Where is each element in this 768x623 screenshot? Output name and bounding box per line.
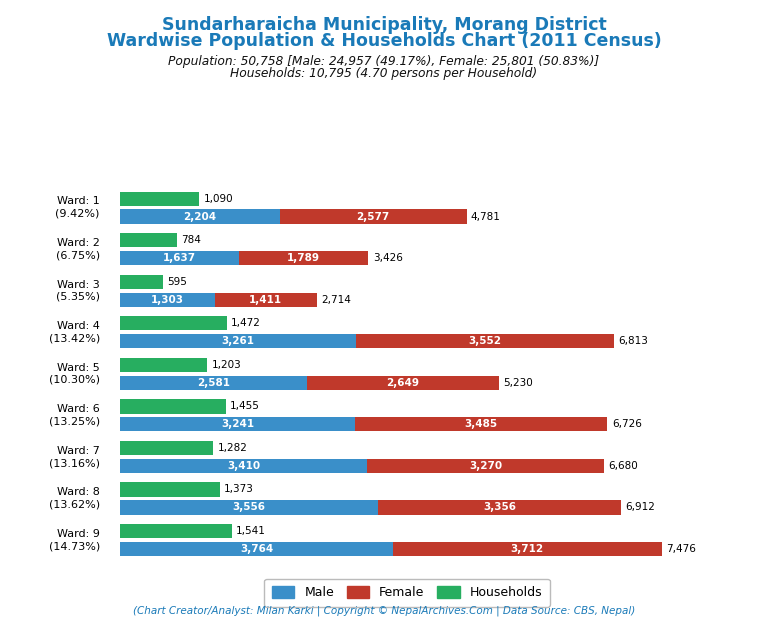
Text: 1,411: 1,411: [249, 295, 282, 305]
Bar: [120, 376, 307, 390]
Text: Ward: 3
(5.35%): Ward: 3 (5.35%): [56, 280, 100, 302]
Bar: [120, 399, 226, 414]
Text: Ward: 6
(13.25%): Ward: 6 (13.25%): [48, 404, 100, 427]
Bar: [120, 275, 164, 289]
Text: 1,203: 1,203: [212, 360, 241, 370]
Bar: [393, 542, 662, 556]
Bar: [120, 209, 280, 224]
Text: 6,680: 6,680: [608, 461, 638, 471]
Bar: [120, 542, 393, 556]
Text: 6,912: 6,912: [625, 502, 655, 512]
Bar: [120, 500, 378, 515]
Bar: [239, 251, 369, 265]
Text: Ward: 7
(13.16%): Ward: 7 (13.16%): [49, 445, 100, 468]
Bar: [120, 440, 213, 455]
Text: 1,541: 1,541: [236, 526, 266, 536]
Text: Wardwise Population & Households Chart (2011 Census): Wardwise Population & Households Chart (…: [107, 32, 661, 50]
Text: Ward: 1
(9.42%): Ward: 1 (9.42%): [55, 196, 100, 219]
Text: 1,455: 1,455: [230, 401, 260, 411]
Text: 3,712: 3,712: [511, 544, 544, 554]
Bar: [280, 209, 466, 224]
Text: Ward: 8
(13.62%): Ward: 8 (13.62%): [48, 487, 100, 510]
Bar: [307, 376, 499, 390]
Text: Ward: 4
(13.42%): Ward: 4 (13.42%): [48, 321, 100, 343]
Text: 3,426: 3,426: [372, 253, 402, 263]
Bar: [120, 334, 356, 348]
Text: 7,476: 7,476: [666, 544, 696, 554]
Text: 3,241: 3,241: [221, 419, 254, 429]
Text: 6,813: 6,813: [618, 336, 648, 346]
Bar: [120, 233, 177, 247]
Bar: [120, 459, 367, 473]
Text: 6,726: 6,726: [612, 419, 642, 429]
Legend: Male, Female, Households: Male, Female, Households: [264, 579, 550, 607]
Bar: [120, 524, 232, 538]
Bar: [120, 482, 220, 497]
Text: 595: 595: [167, 277, 187, 287]
Text: 3,552: 3,552: [468, 336, 502, 346]
Bar: [120, 417, 355, 432]
Text: 3,556: 3,556: [233, 502, 266, 512]
Text: 3,356: 3,356: [483, 502, 516, 512]
Text: 3,485: 3,485: [465, 419, 498, 429]
Text: 2,577: 2,577: [356, 212, 390, 222]
Bar: [378, 500, 621, 515]
Bar: [120, 316, 227, 330]
Bar: [367, 459, 604, 473]
Text: Ward: 9
(14.73%): Ward: 9 (14.73%): [48, 529, 100, 551]
Text: Population: 50,758 [Male: 24,957 (49.17%), Female: 25,801 (50.83%)]: Population: 50,758 [Male: 24,957 (49.17%…: [168, 55, 600, 68]
Text: 2,581: 2,581: [197, 378, 230, 388]
Text: 3,261: 3,261: [222, 336, 255, 346]
Text: 1,303: 1,303: [151, 295, 184, 305]
Text: 4,781: 4,781: [471, 212, 501, 222]
Bar: [120, 358, 207, 372]
Bar: [120, 293, 214, 307]
Text: Ward: 5
(10.30%): Ward: 5 (10.30%): [49, 363, 100, 385]
Bar: [355, 417, 607, 432]
Text: Ward: 2
(6.75%): Ward: 2 (6.75%): [56, 238, 100, 260]
Text: 1,090: 1,090: [204, 194, 233, 204]
Text: 2,649: 2,649: [386, 378, 419, 388]
Text: 5,230: 5,230: [503, 378, 533, 388]
Text: 2,204: 2,204: [184, 212, 217, 222]
Text: 1,282: 1,282: [217, 443, 247, 453]
Text: 1,789: 1,789: [287, 253, 320, 263]
Bar: [214, 293, 316, 307]
Bar: [356, 334, 614, 348]
Text: 3,410: 3,410: [227, 461, 260, 471]
Text: 1,472: 1,472: [231, 318, 261, 328]
Text: Sundarharaicha Municipality, Morang District: Sundarharaicha Municipality, Morang Dist…: [161, 16, 607, 34]
Text: 1,373: 1,373: [224, 485, 254, 495]
Text: (Chart Creator/Analyst: Milan Karki | Copyright © NepalArchives.Com | Data Sourc: (Chart Creator/Analyst: Milan Karki | Co…: [133, 605, 635, 616]
Text: 3,764: 3,764: [240, 544, 273, 554]
Bar: [120, 191, 199, 206]
Text: Households: 10,795 (4.70 persons per Household): Households: 10,795 (4.70 persons per Hou…: [230, 67, 538, 80]
Text: 784: 784: [181, 235, 201, 245]
Text: 2,714: 2,714: [321, 295, 351, 305]
Text: 3,270: 3,270: [469, 461, 502, 471]
Text: 1,637: 1,637: [163, 253, 196, 263]
Bar: [120, 251, 239, 265]
